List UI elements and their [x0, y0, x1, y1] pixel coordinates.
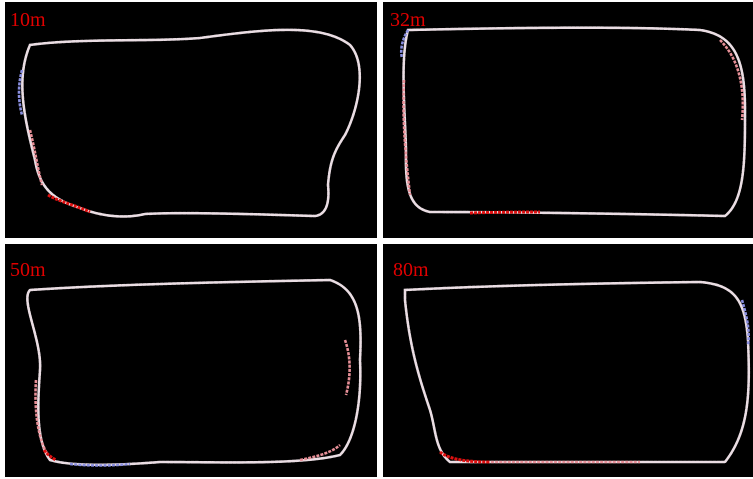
- panel-label: 50m: [10, 259, 46, 281]
- figure: 10m 32m 50m 80m: [0, 0, 753, 479]
- panel-label: 10m: [10, 9, 46, 31]
- panel: [383, 2, 753, 238]
- panel-label: 32m: [390, 9, 426, 31]
- panel-label: 80m: [393, 259, 429, 281]
- trajectory-segment: [70, 464, 130, 466]
